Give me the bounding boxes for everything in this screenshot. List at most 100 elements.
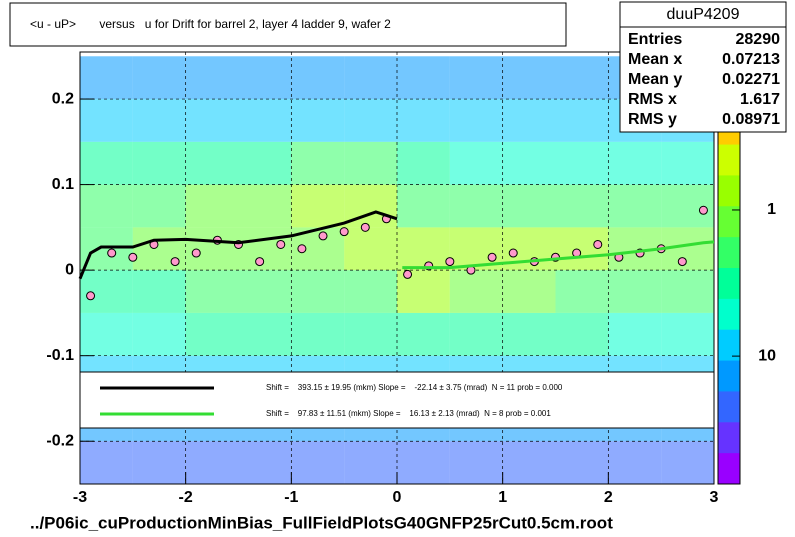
heatmap-cell	[185, 441, 239, 484]
profile-point	[403, 269, 413, 279]
heatmap-cell	[397, 441, 450, 484]
heatmap-cell	[80, 56, 133, 100]
stats-value: 28290	[736, 31, 781, 48]
heatmap-cell	[555, 99, 609, 142]
legend-label: Shift = 393.15 ± 19.95 (mkm) Slope = -22…	[266, 383, 563, 392]
heatmap-cell	[555, 312, 609, 356]
profile-point	[170, 257, 180, 267]
heatmap-cell	[185, 270, 239, 313]
profile-point	[677, 257, 687, 267]
heatmap-cell	[132, 141, 186, 185]
heatmap-cell	[291, 441, 345, 484]
heatmap-cell	[80, 184, 133, 228]
fit-line	[78, 210, 398, 280]
heatmap-cell	[502, 99, 556, 142]
stats-label: Mean x	[628, 51, 682, 68]
heatmap-cell	[555, 184, 609, 228]
stats-label: RMS x	[628, 91, 677, 108]
profile-point	[255, 257, 265, 267]
heatmap-cell	[132, 99, 186, 142]
y-tick-label: -0.1	[46, 347, 74, 364]
heatmap-cell	[661, 312, 714, 356]
heatmap-cell	[132, 441, 186, 484]
heatmap-cell	[555, 270, 609, 313]
heatmap-cell	[661, 141, 714, 185]
profile-point	[445, 257, 455, 267]
palette-swatch	[718, 329, 740, 362]
heatmap-cell	[185, 312, 239, 356]
stats-label: Entries	[628, 31, 682, 48]
palette-tick-label: 1	[767, 201, 776, 218]
heatmap-cell	[291, 99, 345, 142]
palette-swatch	[718, 237, 740, 269]
heatmap-cell	[80, 441, 133, 484]
profile-point	[698, 205, 708, 215]
y-tick-label: -0.2	[46, 432, 74, 449]
x-tick-label: 0	[393, 489, 402, 506]
stats-value: 0.07213	[722, 51, 780, 68]
profile-point	[360, 222, 370, 232]
palette-swatch	[718, 391, 740, 423]
heatmap-cell	[80, 227, 133, 271]
profile-point	[86, 291, 96, 301]
heatmap-cell	[608, 441, 662, 484]
palette-swatch	[718, 144, 740, 176]
heatmap-cell	[185, 184, 239, 228]
heatmap-cell	[185, 56, 239, 100]
heatmap-cell	[291, 312, 345, 356]
stats-value: 1.617	[740, 91, 780, 108]
heatmap-cell	[344, 441, 397, 484]
heatmap-cell	[449, 99, 503, 142]
x-tick-label: 1	[498, 489, 507, 506]
palette-swatch	[718, 360, 740, 392]
heatmap-cell	[238, 312, 292, 356]
heatmap-cell	[80, 99, 133, 142]
heatmap-cell	[80, 270, 133, 313]
heatmap-cell	[555, 227, 609, 271]
heatmap-cell	[132, 270, 186, 313]
heatmap-cell	[185, 99, 239, 142]
footer: ../P06ic_cuProductionMinBias_FullFieldPl…	[30, 513, 613, 532]
fit-line	[402, 240, 715, 270]
heatmap-cell	[80, 312, 133, 356]
title-box	[9, 2, 567, 47]
heatmap-cell	[397, 56, 450, 100]
heatmap-cell	[608, 141, 662, 185]
legend-box	[79, 371, 715, 429]
heatmap-cell	[291, 184, 345, 228]
heatmap-cell	[132, 56, 186, 100]
profile-point	[339, 227, 349, 237]
stats-value: 0.08971	[722, 111, 780, 128]
heatmap-cell	[344, 270, 397, 313]
heatmap-cell	[344, 312, 397, 356]
heatmap-cell	[291, 141, 345, 185]
profile-point	[297, 244, 307, 254]
x-tick-label: -3	[73, 489, 87, 506]
heatmap-cell	[80, 141, 133, 185]
chart-title: <u - uP> versus u for Drift for barrel 2…	[30, 17, 391, 31]
profile-point	[487, 252, 497, 262]
y-tick-label: 0.1	[52, 176, 74, 193]
heatmap-cell	[555, 441, 609, 484]
heatmap-cell	[502, 141, 556, 185]
heatmap-cell	[344, 141, 397, 185]
profile-point	[107, 248, 117, 258]
palette-swatch	[718, 206, 740, 238]
stats-label: Mean y	[628, 71, 682, 88]
heatmap-cell	[608, 312, 662, 356]
palette-swatch	[718, 298, 740, 331]
profile-point	[191, 248, 201, 258]
palette-swatch	[718, 268, 740, 300]
heatmap-cell	[238, 56, 292, 100]
heatmap-cell	[132, 312, 186, 356]
heatmap-cell	[661, 270, 714, 313]
stats-title: duuP4209	[667, 6, 740, 23]
heatmap-cell	[238, 99, 292, 142]
heatmap-cell	[502, 184, 556, 228]
profile-point	[508, 248, 518, 258]
heatmap-cell	[238, 441, 292, 484]
x-tick-label: 3	[710, 489, 719, 506]
heatmap-cell	[132, 184, 186, 228]
heatmap-cell	[449, 312, 503, 356]
